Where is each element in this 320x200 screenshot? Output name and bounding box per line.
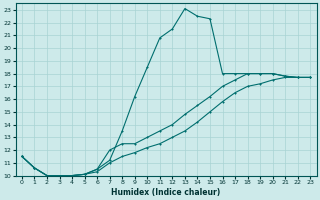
X-axis label: Humidex (Indice chaleur): Humidex (Indice chaleur) xyxy=(111,188,221,197)
